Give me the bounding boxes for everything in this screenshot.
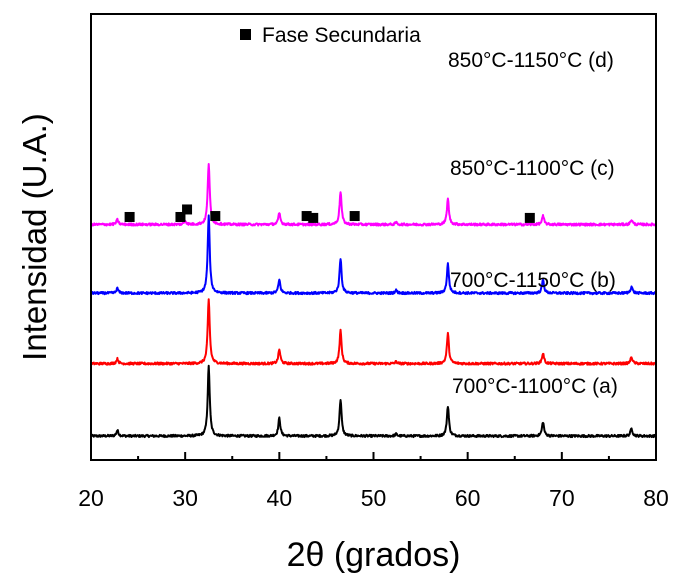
x-tick-label-30: 30 [172,485,198,511]
series-label-2: 700°C-1150°C (b) [450,269,616,292]
x-tick-label-70: 70 [549,485,575,511]
secondary-phase-marker-7 [349,211,360,222]
secondary-phase-marker-4 [210,211,221,222]
x-tick-label-60: 60 [455,485,481,511]
x-tick-label-40: 40 [267,485,293,511]
x-axis-label: 2θ (grados) [287,536,461,574]
secondary-phase-marker-6 [308,212,319,223]
x-tick-label-80: 80 [643,485,669,511]
series-labels: 700°C-1100°C (a) 700°C-1150°C (b) 850°C-11… [448,49,618,398]
legend-marker-square [240,29,251,40]
secondary-phase-marker-1 [124,211,135,222]
x-tick-label-20: 20 [78,485,104,511]
legend: Fase Secundaria [240,24,421,47]
series-label-1: 700°C-1100°C (a) [452,375,618,398]
series-label-4: 850°C-1150°C (d) [448,49,614,72]
legend-label: Fase Secundaria [262,24,421,47]
series-label-3: 850°C-1100°C (c) [450,157,615,180]
secondary-phase-marker-5 [301,211,312,222]
secondary-phase-marker-8 [524,212,535,223]
series-line-3 [90,214,657,296]
x-axis-ticks: 20 30 40 50 60 70 80 [78,452,669,511]
secondary-phase-marker-3 [182,204,193,215]
series-line-2 [90,298,657,366]
secondary-phase-markers [124,204,535,223]
secondary-phase-marker-2 [175,211,186,222]
series-line-1 [90,364,657,439]
x-tick-label-50: 50 [361,485,387,511]
y-axis-label: Intensidad (U.A.) [16,113,53,361]
